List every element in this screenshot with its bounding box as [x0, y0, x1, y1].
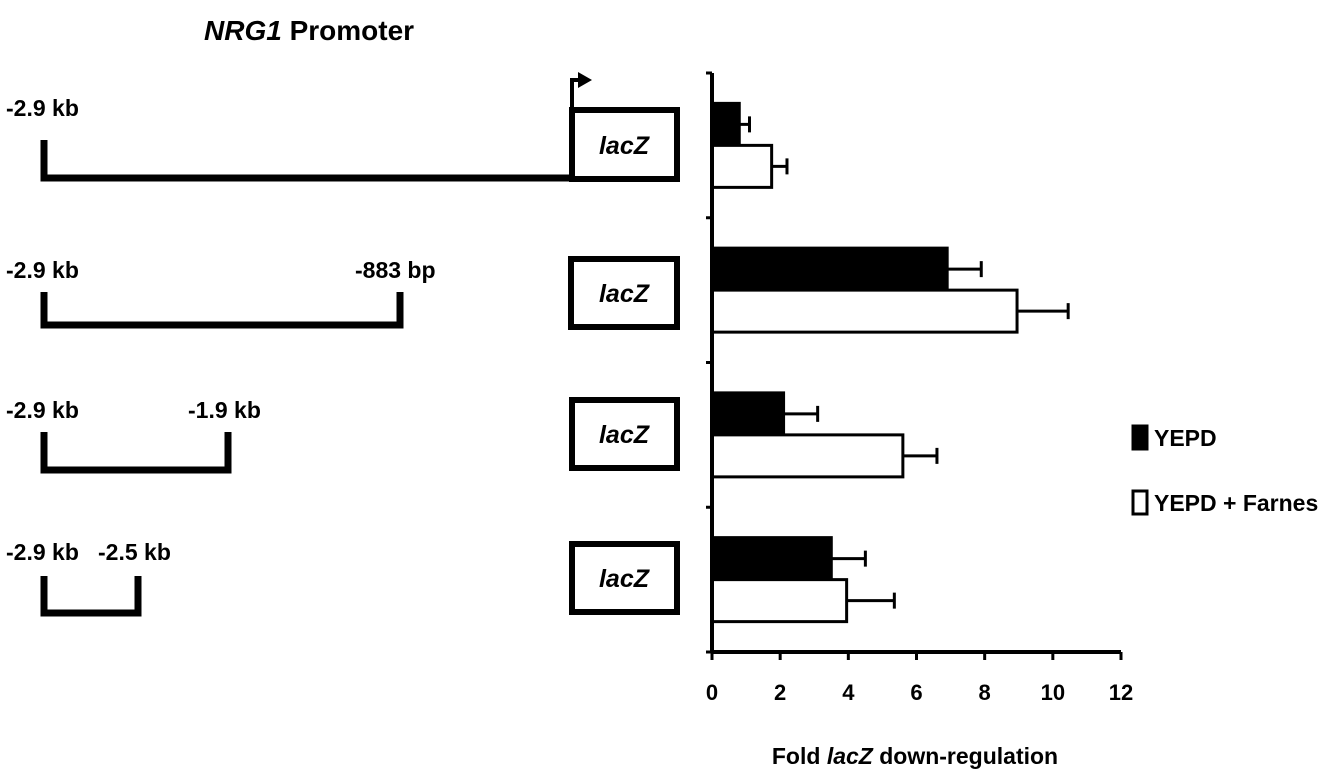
- construct-3-lacz-label: lacZ: [599, 421, 651, 449]
- construct-2-promoter-line: [40, 292, 404, 329]
- construct-2-right-label: -883 bp: [355, 257, 436, 283]
- bar-yepd-3: [710, 391, 786, 437]
- construct-2-lacz-box: [568, 256, 680, 330]
- legend-swatch-yepd-farnesol: [1131, 489, 1149, 516]
- construct-1-promoter-line: [40, 140, 572, 182]
- x-tick-label: 8: [979, 680, 991, 705]
- legend-label-yepd: YEPD: [1154, 425, 1217, 451]
- arrow-head-icon: [578, 72, 592, 88]
- bar-yepd-farnesol-1: [710, 143, 774, 189]
- construct-1-lacz-box: [569, 107, 680, 182]
- legend-label-yepd-farnesol: YEPD + Farnesol: [1154, 490, 1319, 516]
- bar-yepd-1: [710, 101, 741, 147]
- construct-4-lacz-box: [569, 541, 680, 615]
- title-rest: Promoter: [282, 15, 414, 46]
- construct-4-promoter-line: [40, 576, 142, 617]
- construct-3-right-label: -1.9 kb: [188, 397, 261, 423]
- construct-4: -2.9 kb -2.5 kb lacZ: [6, 539, 680, 617]
- bar-yepd-farnesol-4: [710, 578, 849, 624]
- construct-1-lacz-label: lacZ: [599, 132, 651, 160]
- x-tick-label: 12: [1109, 680, 1133, 705]
- legend-swatch-yepd: [1131, 424, 1149, 451]
- construct-2-left-label: -2.9 kb: [6, 257, 79, 283]
- construct-1: -2.9 kb lacZ: [6, 72, 680, 182]
- construct-4-left-label: -2.9 kb: [6, 539, 79, 565]
- x-ticks: 0 2 4 6 8 10 12: [706, 652, 1133, 705]
- transcription-start-arrow: [570, 78, 580, 110]
- construct-1-left-label: -2.9 kb: [6, 95, 79, 121]
- construct-3-lacz-box: [569, 397, 680, 471]
- construct-3-left-label: -2.9 kb: [6, 397, 79, 423]
- construct-3: -2.9 kb -1.9 kb lacZ: [6, 397, 680, 474]
- x-tick-label: 4: [842, 680, 855, 705]
- x-tick-label: 10: [1041, 680, 1065, 705]
- bars: [710, 101, 1070, 624]
- bar-yepd-farnesol-3: [710, 433, 905, 479]
- bar-yepd-2: [710, 246, 949, 292]
- legend: YEPD YEPD + Farnesol: [1131, 424, 1319, 516]
- x-axis-label: Fold lacZ down-regulation: [772, 743, 1058, 769]
- x-tick-label: 0: [706, 680, 718, 705]
- bar-yepd-4: [710, 536, 833, 582]
- x-tick-label: 6: [910, 680, 922, 705]
- construct-2-lacz-label: lacZ: [599, 280, 651, 308]
- bar-chart: 0 2 4 6 8 10 12 Fold lacZ down-regulation: [706, 71, 1133, 769]
- construct-4-lacz-label: lacZ: [599, 565, 651, 593]
- x-tick-label: 2: [774, 680, 786, 705]
- construct-2: -2.9 kb -883 bp lacZ: [6, 256, 680, 330]
- bar-yepd-farnesol-2: [710, 288, 1019, 334]
- diagram-title: NRG1 Promoter: [204, 15, 414, 46]
- title-gene: NRG1: [204, 15, 282, 46]
- construct-4-right-label: -2.5 kb: [98, 539, 171, 565]
- construct-3-promoter-line: [40, 432, 232, 474]
